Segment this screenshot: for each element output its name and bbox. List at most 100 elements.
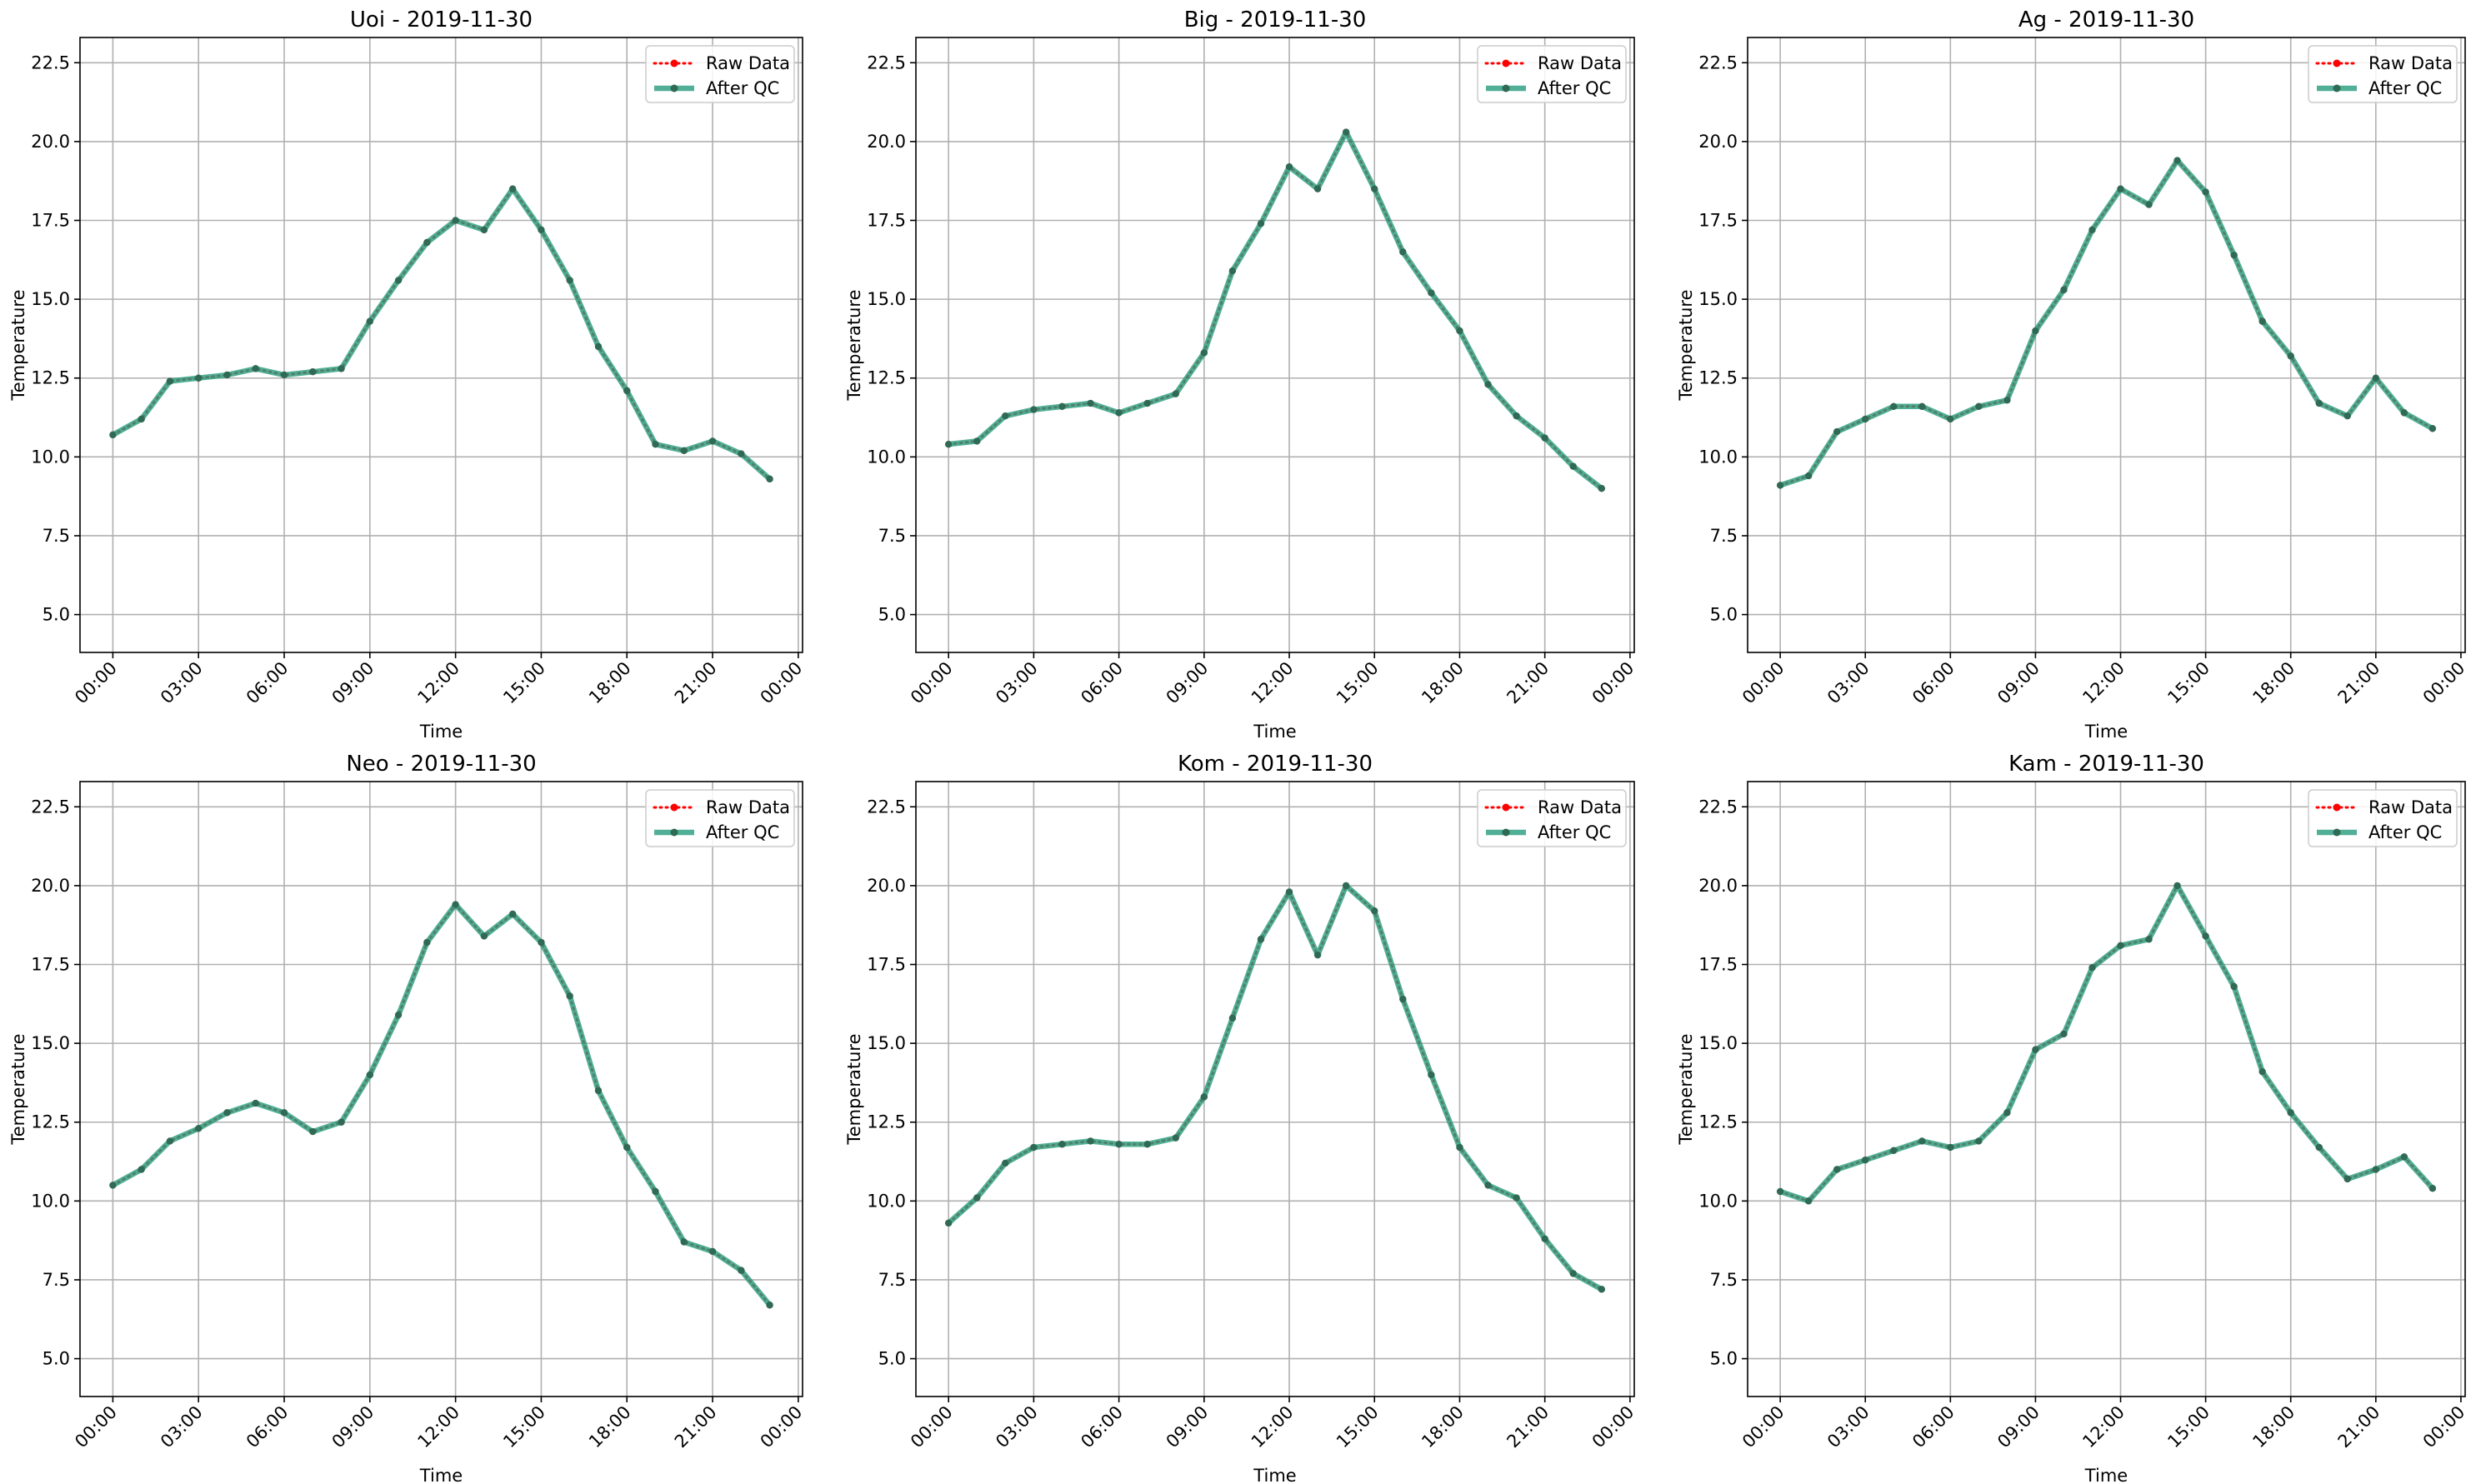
chart-title: Neo - 2019-11-30 [346, 752, 536, 777]
series-line-after-qc [110, 902, 773, 1308]
series-line-after-qc [945, 129, 1605, 492]
y-axis-label: Temperature [844, 289, 864, 401]
x-tick-label: 00:00 [757, 1402, 807, 1452]
y-tick-label: 15.0 [31, 289, 70, 309]
data-point-qc [1143, 1141, 1151, 1148]
y-tick-label: 15.0 [867, 289, 906, 309]
y-tick-label: 7.5 [878, 526, 906, 546]
legend-marker-raw-data [2333, 803, 2341, 812]
legend-label-raw-data: Raw Data [1538, 797, 1622, 817]
y-tick-label: 20.0 [867, 132, 906, 152]
data-point-qc [394, 277, 403, 284]
y-tick-label: 12.5 [31, 368, 70, 388]
x-axis: 00:00 03:00 06:00 09:00 12:00 15:00 18:00 21:00… [1738, 1397, 2469, 1452]
data-point-qc [2258, 1067, 2266, 1076]
data-point-qc [2343, 1175, 2351, 1183]
data-point-qc [2173, 882, 2181, 890]
data-point-qc [1569, 462, 1577, 470]
y-tick-label: 5.0 [878, 605, 906, 625]
plot-area [916, 782, 1634, 1397]
x-tick-label: 09:00 [1993, 1402, 2043, 1452]
y-tick-label: 20.0 [1698, 876, 1738, 896]
y-axis: 5.0 7.5 10.0 12.5 15.0 17.5 20.0 22.5 [31, 52, 80, 625]
x-tick-label: 00:00 [2419, 658, 2469, 708]
x-tick-label: 15:00 [1333, 1402, 1383, 1452]
y-tick-label: 17.5 [867, 955, 906, 975]
x-tick-label: 15:00 [2163, 1402, 2213, 1452]
y-tick-label: 12.5 [1698, 1112, 1738, 1132]
x-axis: 00:00 03:00 06:00 09:00 12:00 15:00 18:00 21:00… [907, 652, 1638, 707]
data-point-qc [280, 371, 288, 379]
legend-marker-raw-data [1502, 59, 1510, 67]
data-point-qc [1890, 1147, 1898, 1155]
x-tick-label: 03:00 [157, 1402, 207, 1452]
legend-marker-raw-data [670, 59, 678, 67]
x-tick-label: 03:00 [1823, 1402, 1873, 1452]
x-axis-label: Time [419, 722, 463, 742]
data-point-qc [973, 1194, 981, 1202]
x-tick-label: 00:00 [1588, 1402, 1638, 1452]
x-tick-label: 00:00 [1588, 658, 1638, 708]
data-point-qc [1115, 409, 1123, 417]
legend: Raw Data After QC [645, 45, 795, 103]
data-point-qc [480, 226, 488, 234]
plot-area [1748, 37, 2465, 652]
legend-label-after-qc: After QC [1538, 822, 1611, 842]
y-axis-label: Temperature [1676, 1033, 1696, 1145]
axes-frame [915, 781, 1635, 1397]
subplot-5: 5.0 7.5 10.0 12.5 15.0 17.5 20.0 22.5 00:00 03:00… [844, 752, 1638, 1484]
data-point-qc [195, 374, 203, 382]
y-tick-label: 17.5 [1698, 211, 1738, 231]
legend: Raw Data After QC [2308, 789, 2458, 847]
data-point-qc [2202, 932, 2209, 940]
data-point-qc [2202, 188, 2209, 196]
data-point-qc [338, 1118, 345, 1126]
x-tick-label: 18:00 [1418, 1402, 1468, 1452]
data-point-qc [223, 1109, 231, 1117]
legend-label-raw-data: Raw Data [706, 53, 790, 73]
legend-marker-after-qc [1502, 84, 1510, 92]
data-point-qc [766, 1302, 773, 1309]
legend-label-raw-data: Raw Data [2368, 53, 2453, 73]
y-tick-label: 5.0 [43, 605, 70, 625]
data-point-qc [252, 365, 259, 372]
legend: Raw Data After QC [2308, 45, 2458, 103]
data-point-qc [1087, 1137, 1094, 1145]
legend: Raw Data After QC [1477, 789, 1627, 847]
y-tick-label: 5.0 [878, 1349, 906, 1369]
data-point-qc [280, 1109, 288, 1117]
y-tick-label: 20.0 [31, 132, 70, 152]
data-point-qc [2400, 1153, 2408, 1161]
x-tick-label: 18:00 [1418, 658, 1468, 708]
data-point-qc [2117, 185, 2124, 192]
x-tick-label: 00:00 [2419, 1402, 2469, 1452]
x-tick-label: 18:00 [585, 658, 635, 708]
y-tick-label: 12.5 [867, 368, 906, 388]
x-tick-label: 00:00 [907, 658, 957, 708]
legend-label-after-qc: After QC [2368, 822, 2442, 842]
x-tick-label: 00:00 [71, 658, 121, 708]
x-tick-label: 06:00 [1077, 658, 1127, 708]
series-after-qc [1776, 157, 2437, 489]
y-tick-label: 12.5 [1698, 368, 1738, 388]
data-point-qc [738, 1267, 745, 1274]
x-tick-label: 18:00 [2248, 658, 2298, 708]
y-tick-label: 5.0 [1710, 605, 1738, 625]
data-point-qc [708, 437, 717, 445]
legend-label-after-qc: After QC [706, 78, 779, 98]
x-tick-label: 06:00 [1908, 658, 1958, 708]
subplot-1: 5.0 7.5 10.0 12.5 15.0 17.5 20.0 22.5 00:00 03:00… [8, 7, 806, 742]
data-point-qc [1200, 1093, 1208, 1101]
data-point-qc [944, 1219, 953, 1227]
series-line-after-qc [110, 186, 773, 482]
data-point-qc [1890, 402, 1898, 410]
data-point-qc [1285, 162, 1293, 171]
data-point-qc [1862, 415, 1869, 423]
data-point-qc [1257, 936, 1265, 943]
series-after-qc [109, 901, 773, 1309]
plot-area [80, 782, 803, 1397]
data-point-qc [1285, 888, 1293, 896]
y-tick-label: 20.0 [31, 876, 70, 896]
grid [80, 782, 803, 1397]
legend-marker-after-qc [2333, 84, 2341, 92]
